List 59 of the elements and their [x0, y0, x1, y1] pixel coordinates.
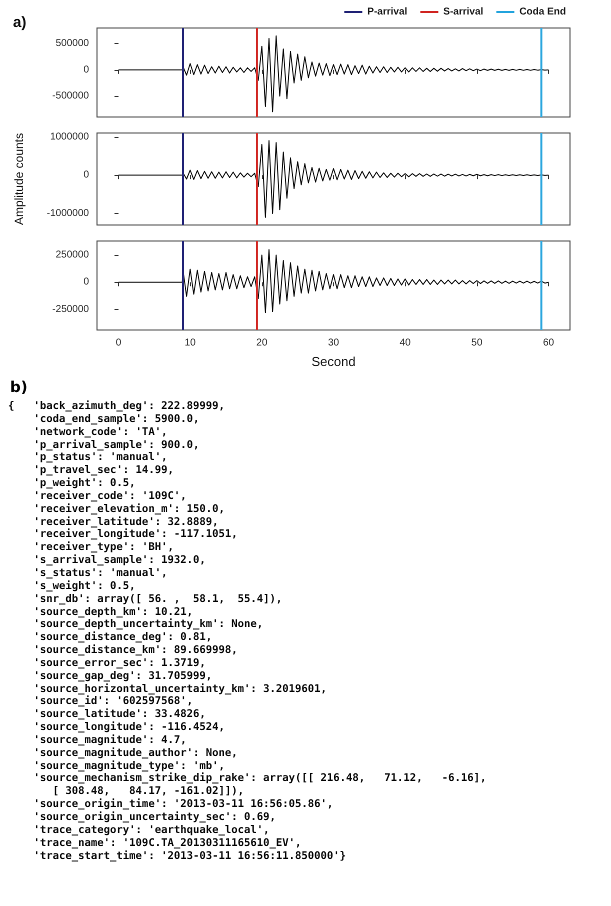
- text: 'receiver_elevation_m': 150.0,: [34, 502, 225, 515]
- y-tick-label: 0: [83, 276, 90, 288]
- text: 'trace_category': 'earthquake_local',: [34, 824, 270, 836]
- text: 's_arrival_sample': 1932.0,: [34, 554, 206, 566]
- text: 'receiver_code': '109C',: [34, 490, 187, 502]
- y-tick-label: -1000000: [46, 208, 90, 219]
- text: 'source_mechanism_strike_dip_rake': array([[ 216.48, 71.12, -6.16],: [34, 772, 486, 784]
- text: 'receiver_longitude': -117.1051,: [34, 528, 238, 540]
- text: 's_status': 'manual',: [34, 566, 168, 579]
- text: 'p_status': 'manual',: [34, 451, 168, 464]
- y-tick-label: 1000000: [50, 131, 90, 142]
- x-tick-label: 0: [116, 338, 122, 348]
- text: 'receiver_type': 'BH',: [34, 541, 174, 554]
- text: 'source_horizontal_uncertainty_km': 3.2019601,: [34, 682, 327, 695]
- y-tick-label: 500000: [56, 38, 90, 50]
- text: 'trace_name': '109C.TA_20130311165610_EV',: [34, 836, 302, 849]
- y-axis-title: Amplitude counts: [12, 132, 26, 226]
- text: 'snr_db': array([ 56. , 58.1, 55.4]),: [34, 592, 282, 605]
- text: 'p_weight': 0.5,: [34, 477, 136, 490]
- text: 'source_depth_km': 10.21,: [34, 606, 193, 618]
- chart-title: a): [13, 14, 26, 31]
- text: 'source_magnitude': 4.7,: [34, 734, 187, 746]
- text: b): [10, 378, 29, 396]
- legend-label: P-arrival: [367, 6, 408, 18]
- x-tick-label: 20: [256, 338, 268, 348]
- text: 'trace_start_time': '2013-03-11 16:56:11.850000'}: [34, 850, 346, 862]
- text: 'coda_end_sample': 5900.0,: [34, 412, 200, 425]
- y-tick-label: -250000: [52, 304, 90, 315]
- text: 'source_depth_uncertainty_km': None,: [34, 618, 264, 630]
- text: 'source_distance_deg': 0.81,: [34, 631, 212, 644]
- x-tick-label: 50: [471, 338, 483, 348]
- text: 'source_latitude': 33.4826,: [34, 708, 206, 720]
- text: [ 308.48, 84.17, -161.02]]),: [52, 785, 244, 798]
- text: 'source_error_sec': 1.3719,: [34, 656, 206, 669]
- y-tick-label: -500000: [52, 90, 90, 102]
- text: 'receiver_latitude': 32.8889,: [34, 516, 218, 528]
- text: { 'back_azimuth_deg': 222.89999,: [8, 400, 225, 412]
- text: 's_weight': 0.5,: [34, 580, 136, 592]
- text: 'source_magnitude_author': None,: [34, 746, 238, 759]
- text: 'source_id': '602597568',: [34, 695, 193, 708]
- text: 'source_longitude': -116.4524,: [34, 721, 225, 734]
- x-tick-label: 40: [400, 338, 412, 348]
- x-tick-label: 60: [542, 338, 554, 348]
- ref-line-label: Coda End: [519, 6, 566, 18]
- text: 'p_arrival_sample': 900.0,: [34, 438, 200, 451]
- y-tick-label: 250000: [56, 250, 90, 261]
- y-tick-label: 0: [83, 64, 90, 76]
- text: 'source_origin_uncertainty_sec': 0.69,: [34, 811, 276, 823]
- x-axis-title: Second: [311, 354, 356, 369]
- x-tick-label: 30: [328, 338, 340, 348]
- legend-label: S-arrival: [443, 6, 484, 18]
- x-tick-label: 10: [184, 338, 196, 348]
- y-tick-label: 0: [83, 170, 90, 181]
- text: 'source_origin_time': '2013-03-11 16:56:05.86',: [34, 798, 334, 810]
- text: 'source_magnitude_type': 'mb',: [34, 760, 225, 772]
- text: 'network_code': 'TA',: [34, 426, 168, 438]
- text: 'source_gap_deg': 31.705999,: [34, 670, 212, 682]
- text: 'p_travel_sec': 14.99,: [34, 464, 174, 476]
- text: 'source_distance_km': 89.669998,: [34, 644, 238, 656]
